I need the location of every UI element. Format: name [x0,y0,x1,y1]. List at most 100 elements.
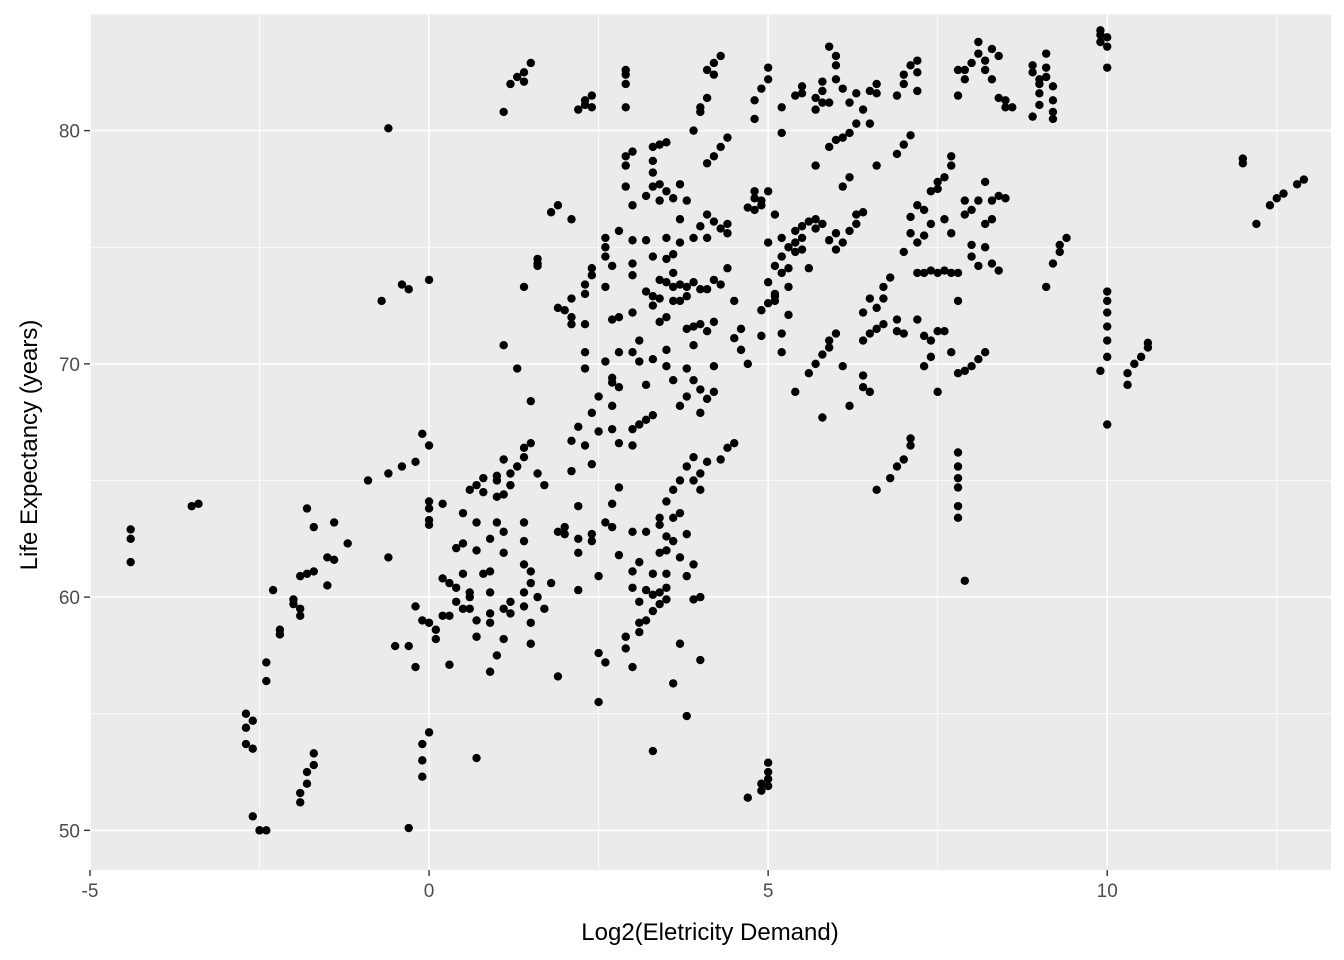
data-point [662,313,671,322]
data-point [696,592,705,602]
data-point [858,336,868,345]
data-point [560,522,569,532]
data-point [472,518,481,527]
data-point [1103,352,1112,362]
data-point [791,387,800,397]
data-point [485,534,495,543]
data-point [580,364,590,373]
data-point [635,420,644,429]
data-point [499,341,508,350]
data-point [675,401,685,411]
data-point [757,331,766,341]
data-point [818,98,827,107]
data-point [892,91,902,100]
data-point [621,161,630,170]
data-point [757,201,766,210]
data-point [485,667,495,676]
data-point [831,229,841,238]
data-point [852,89,861,98]
data-point [804,264,814,273]
data-point [797,245,807,254]
data-point [757,779,766,788]
data-point [675,280,685,289]
data-point [689,278,698,287]
data-point [662,345,671,355]
data-point [797,82,807,91]
data-point [777,233,786,243]
data-point [818,77,827,86]
data-point [641,380,651,390]
data-point [641,527,651,536]
data-point [804,368,814,378]
data-point [492,651,502,660]
data-point [343,539,352,548]
data-point [648,354,658,364]
data-point [858,208,868,217]
y-axis-title: Life Expectancy (years) [16,320,43,571]
data-point [797,233,807,243]
data-point [702,159,712,168]
data-point [682,292,691,301]
data-point [919,231,929,240]
data-point [533,254,542,264]
data-point [750,114,759,124]
data-point [607,315,617,324]
data-point [641,191,651,201]
data-point [418,756,427,765]
data-point [309,749,318,758]
x-tick-label: 0 [424,881,435,902]
data-point [451,543,461,553]
data-point [546,208,556,217]
data-point [845,98,854,107]
data-point [723,133,732,142]
data-point [574,548,583,557]
data-point [899,455,908,464]
data-point [736,345,746,355]
data-point [953,473,963,483]
data-point [845,173,854,182]
data-point [831,61,841,70]
data-point [533,469,542,478]
data-point [1265,201,1275,210]
data-point [967,252,976,261]
data-point [865,329,875,338]
data-point [655,588,664,597]
data-point [492,492,502,502]
data-point [736,324,746,334]
data-point [689,233,698,243]
data-point [1252,219,1261,229]
data-point [818,86,827,96]
data-point [682,571,691,581]
data-point [241,739,251,749]
data-point [635,618,644,627]
data-point [716,455,725,464]
data-point [506,597,515,606]
data-point [580,96,590,105]
data-point [580,441,590,450]
data-point [702,233,712,243]
data-point [648,142,658,152]
data-point [1096,366,1105,376]
data-point [1103,336,1112,345]
data-point [309,522,318,532]
data-point [940,173,949,182]
data-point [662,532,671,541]
data-point [1103,322,1112,331]
data-point [472,480,481,490]
data-point [967,58,976,68]
data-point [431,634,441,644]
data-point [601,243,610,252]
data-point [763,238,773,247]
data-point [465,592,474,602]
data-point [574,501,583,511]
data-point [397,280,407,289]
x-tick-label: 10 [1097,881,1118,902]
x-axis-title: Log2(Eletricity Demand) [581,919,838,946]
data-point [479,569,488,578]
data-point [974,196,983,205]
data-point [492,476,502,485]
data-point [363,476,373,485]
data-point [682,392,691,401]
data-point [499,548,508,557]
data-point [635,627,644,637]
